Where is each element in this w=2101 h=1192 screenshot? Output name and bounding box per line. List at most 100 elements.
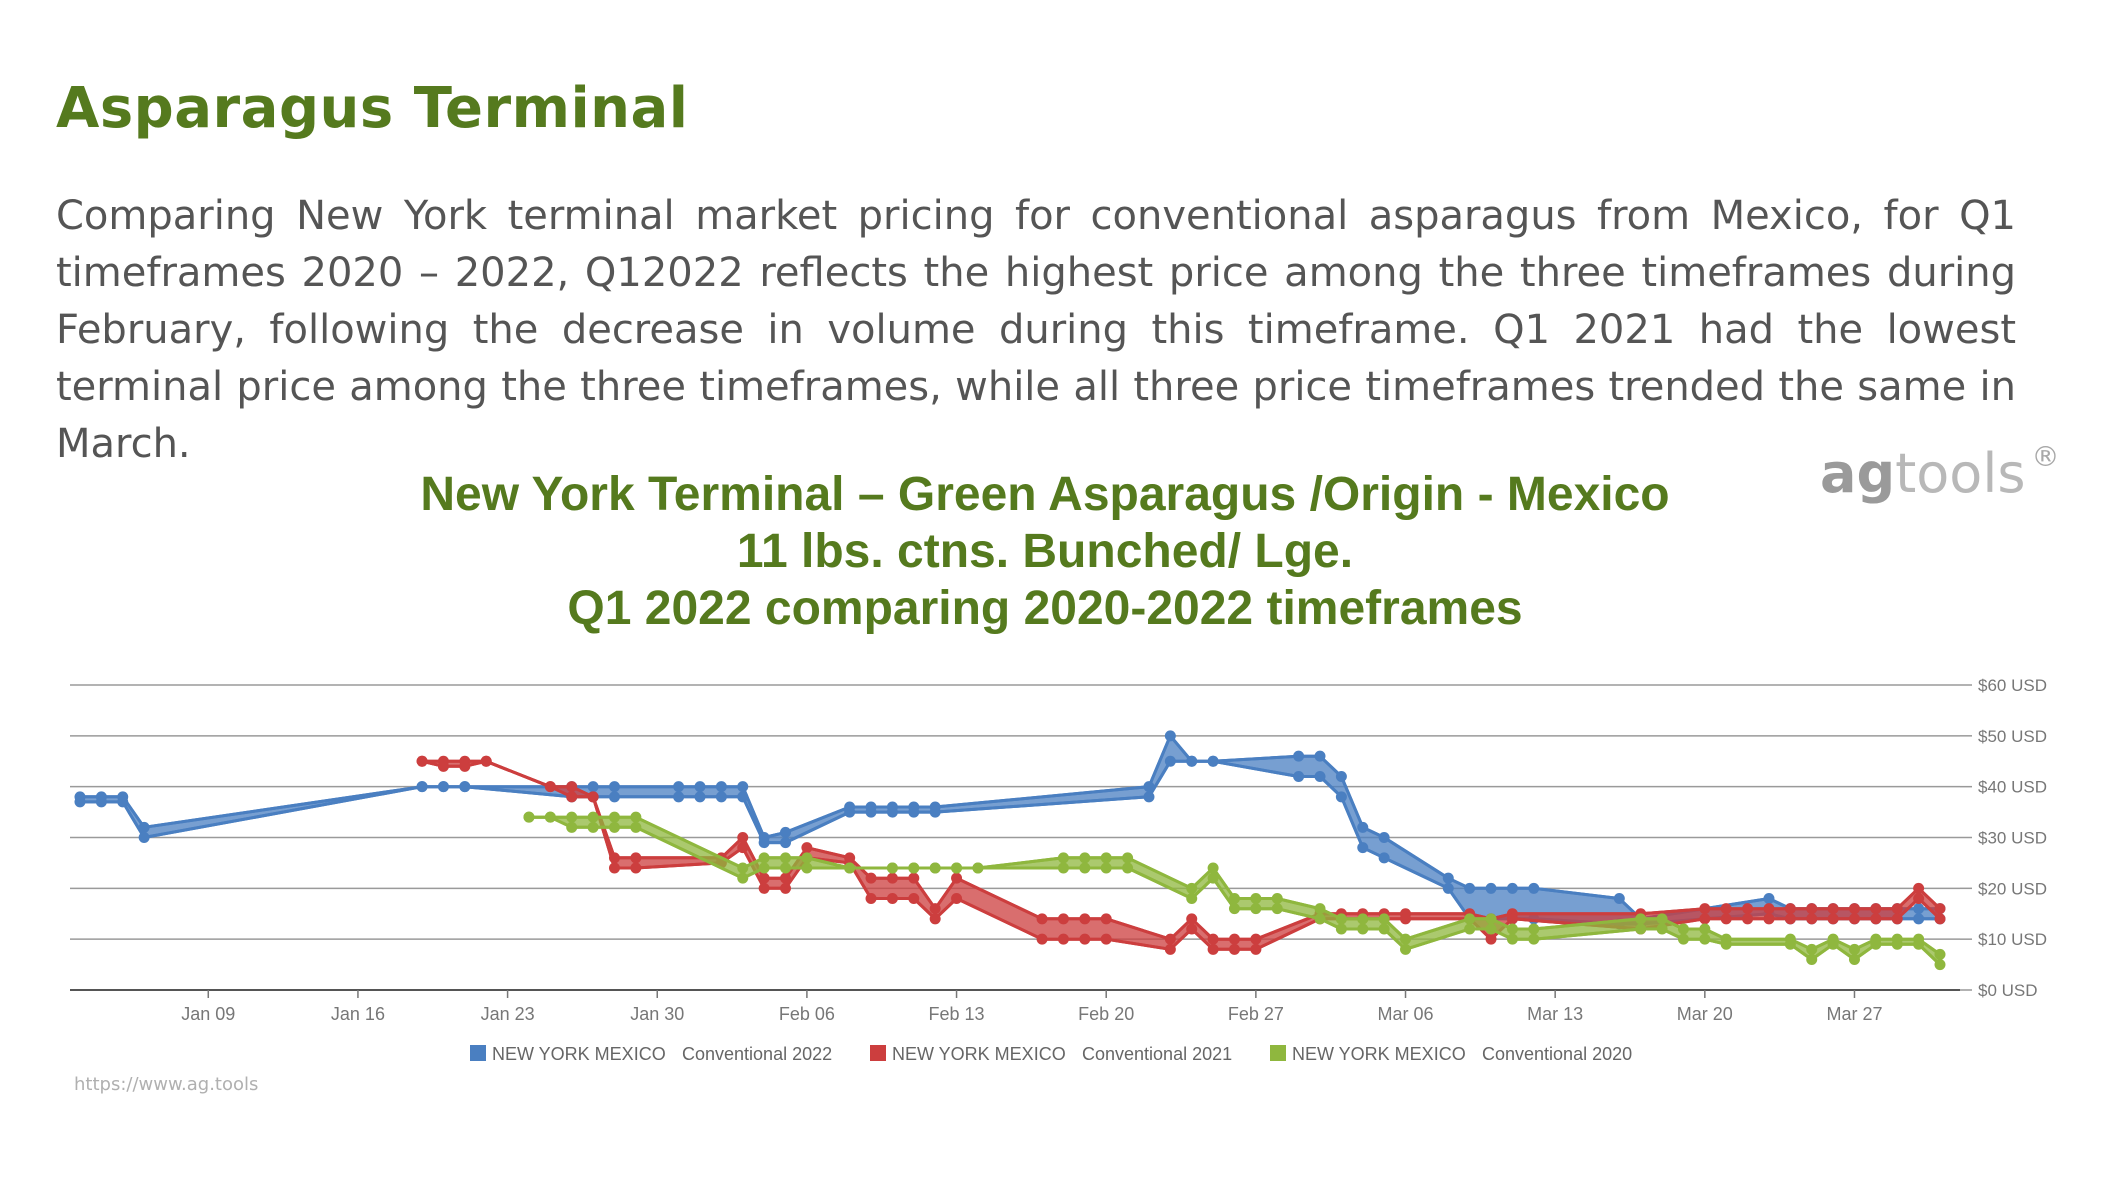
data-point-low [1057,862,1069,874]
x-tick-label: Mar 06 [1378,1004,1434,1024]
data-point-low [1827,913,1839,925]
data-point-high [1934,948,1946,960]
data-point-low [74,796,86,808]
data-point-high [1314,903,1326,915]
data-point-low [865,806,877,818]
data-point-high [801,852,813,864]
data-point-high [1635,913,1647,925]
legend-series-name: NEW YORK MEXICO [1292,1044,1466,1064]
data-point-low [1335,923,1347,935]
data-point-high [1164,933,1176,945]
chart-title-line-3: Q1 2022 comparing 2020-2022 timeframes [567,582,1523,635]
data-point-high [1207,933,1219,945]
data-point-low [1720,938,1732,950]
data-point-low [1635,923,1647,935]
data-point-low [587,791,599,803]
data-point-low [416,755,428,767]
data-point-low [1357,842,1369,854]
data-point-low [1164,755,1176,767]
data-point-high [566,811,578,823]
data-point-high [1378,832,1390,843]
data-point-high [1036,913,1048,925]
data-point-high [1293,750,1305,762]
data-point-low [694,791,706,803]
data-point-high [1122,852,1134,864]
data-point-low [1827,938,1839,950]
data-point-low [437,760,449,772]
logo-text-ag: ag [1820,442,1896,505]
data-point-high [780,852,792,864]
data-point-low [844,862,856,874]
data-point-low [1784,938,1796,950]
data-point-low [737,872,749,884]
data-point-low [673,791,685,803]
data-point-high [951,872,963,884]
legend-series-label: Conventional 2021 [1082,1044,1232,1064]
legend-series-label: Conventional 2020 [1482,1044,1632,1064]
data-point-low [1442,882,1454,894]
registered-mark-icon: ® [2031,440,2060,473]
data-point-high [694,781,706,793]
data-point-high [1848,903,1860,915]
data-point-low [908,893,920,904]
series-band [78,734,1942,926]
data-point-low [929,862,941,874]
data-point-high [1913,903,1925,915]
data-point-low [1934,913,1946,925]
y-tick-label: $60 USD [1978,676,2047,695]
data-point-high [587,781,599,793]
data-point-low [844,806,856,818]
data-point-low [1378,923,1390,935]
x-tick-label: Feb 13 [929,1004,985,1024]
data-point-low [1228,943,1240,955]
data-point-low [1400,913,1412,925]
agtools-logo: agtools ® [1820,440,2059,505]
data-point-low [1806,954,1818,965]
data-point-low [758,882,770,894]
data-point-low [1271,903,1283,915]
data-point-low [1506,913,1518,925]
data-point-high [780,872,792,884]
data-point-low [95,796,107,808]
data-point-low [1891,938,1903,950]
data-point-high [1186,913,1198,925]
data-point-high [1464,913,1476,925]
data-point-high [1870,903,1882,915]
data-point-high [1057,913,1069,925]
data-point-high [1400,933,1412,945]
data-point-low [630,862,642,874]
data-point-low [1079,933,1091,945]
data-point-low [1934,959,1946,971]
legend-swatch [1270,1045,1286,1061]
data-point-low [1870,938,1882,950]
data-point-high [1186,882,1198,894]
y-tick-label: $0 USD [1978,981,2038,1000]
data-point-low [780,882,792,894]
data-point-low [1913,913,1925,925]
data-point-high [608,781,620,793]
source-url[interactable]: https://www.ag.tools [74,1074,259,1095]
data-point-high [1528,882,1540,894]
y-tick-label: $50 USD [1978,727,2047,746]
chart-title: New York Terminal – Green Asparagus /Ori… [300,466,1790,637]
data-point-low [1742,913,1754,925]
data-point-low [1506,933,1518,945]
data-point-high [1720,903,1732,915]
data-point-high [1442,872,1454,884]
data-point-low [865,893,877,904]
data-point-low [1677,933,1689,945]
data-point-low [1186,923,1198,935]
data-point-low [737,791,749,803]
data-point-high [758,852,770,864]
x-tick-label: Jan 16 [331,1004,385,1024]
data-point-high [1143,781,1155,793]
data-point-low [780,862,792,874]
data-point-low [138,832,150,843]
data-point-high [929,903,941,915]
data-point-high [1806,943,1818,955]
data-point-high [801,842,813,854]
data-point-low [1122,862,1134,874]
legend-swatch [470,1045,486,1061]
series-conventional-2021 [416,755,1946,955]
